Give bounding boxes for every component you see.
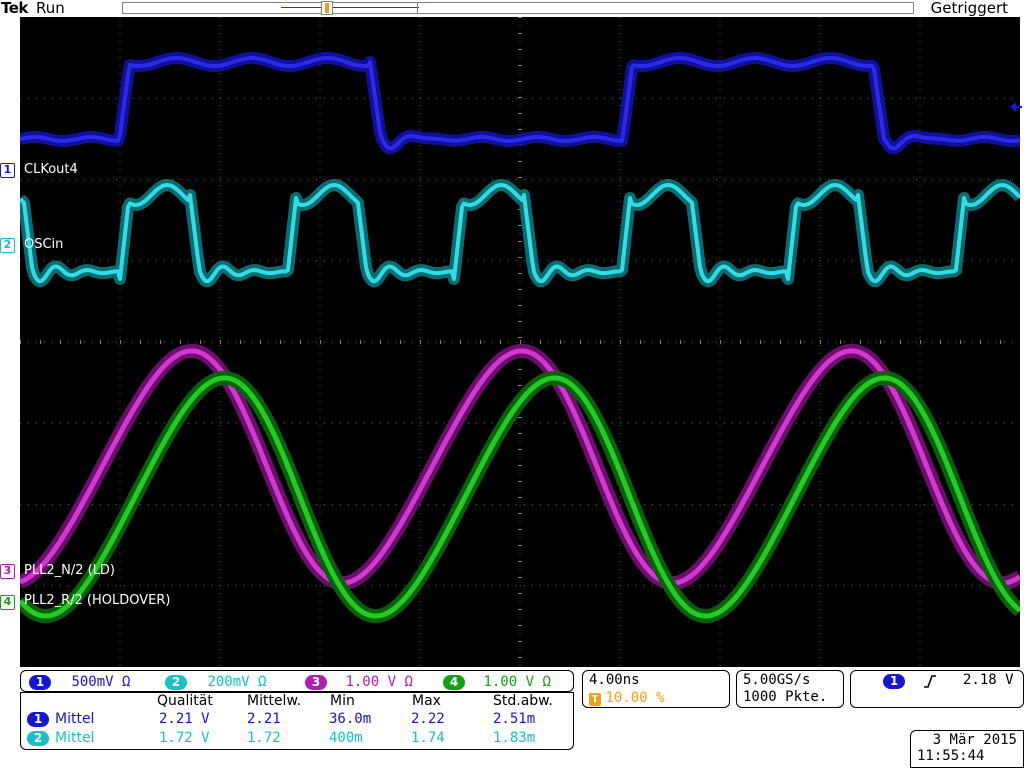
trigger-state: Getriggert	[930, 0, 1008, 17]
channel-4-marker[interactable]: 4	[0, 595, 15, 610]
trigger-level: 2.18 V	[963, 672, 1014, 688]
trigger-panel[interactable]: 1 2.18 V	[850, 670, 1024, 708]
channel-4-scale[interactable]: 4 1.00 V Ω	[443, 674, 551, 690]
channel-3-label: PLL2_N/2 (LD)	[24, 563, 115, 578]
rising-edge-icon	[924, 675, 936, 688]
brand-logo: Tek	[1, 0, 28, 17]
record-position-handle[interactable]	[321, 1, 333, 15]
channel-2-scale[interactable]: 2 200mV Ω	[165, 674, 266, 690]
trigger-source: 1	[883, 674, 905, 689]
trigger-position: T 10.00 %	[589, 690, 664, 706]
channel-1-scale[interactable]: 1 500mV Ω	[29, 674, 130, 690]
channel-2-trace-core	[20, 183, 1020, 284]
datetime-panel: 3 Mär 2015 11:55:44	[910, 730, 1024, 768]
waveform-canvas	[20, 17, 1020, 666]
trigger-level-marker[interactable]	[1010, 100, 1022, 112]
channel-4-label: PLL2_R/2 (HOLDOVER)	[24, 593, 171, 608]
measurement-panel[interactable]: Qualität Mittelw. Min Max Std.abw. 1 Mit…	[20, 692, 574, 750]
measurement-row-2[interactable]: 2 Mittel 1.72 V 1.72 400m 1.74 1.83m	[27, 730, 567, 748]
waveform-display[interactable]	[20, 17, 1020, 667]
channel-scale-panel[interactable]: 1 500mV Ω 2 200mV Ω 3 1.00 V Ω 4 1.00 V …	[20, 670, 574, 692]
acquisition-panel[interactable]: 5.00GS/s 1000 Pkte.	[736, 670, 844, 708]
meas-header-quality: Qualität	[157, 693, 213, 709]
run-state[interactable]: Run	[36, 0, 65, 17]
record-view-bar[interactable]	[122, 1, 914, 15]
meas-header-min: Min	[330, 693, 355, 709]
meas-header-stddev: Std.abw.	[493, 693, 553, 709]
channel-1-label: CLKout4	[24, 162, 78, 177]
horizontal-scale: 4.00ns	[589, 672, 640, 688]
channel-2-label: OSCin	[24, 237, 64, 252]
channel-3-scale[interactable]: 3 1.00 V Ω	[305, 674, 413, 690]
record-length: 1000 Pkte.	[743, 689, 828, 705]
channel-3-trace-core	[20, 348, 1020, 586]
channel-4-trace-core	[20, 375, 1020, 619]
trigger-t-icon: T	[589, 693, 601, 706]
channel-1-marker[interactable]: 1	[0, 163, 15, 178]
status-bar: Tek Run Getriggert	[0, 0, 1024, 17]
meas-header-mean: Mittelw.	[247, 693, 302, 709]
meas-header-max: Max	[412, 693, 441, 709]
record-window	[281, 7, 419, 8]
channel-3-marker[interactable]: 3	[0, 564, 15, 579]
channel-2-marker[interactable]: 2	[0, 238, 15, 253]
measurement-row-1[interactable]: 1 Mittel 2.21 V 2.21 36.0m 2.22 2.51m	[27, 711, 567, 729]
date: 3 Mär 2015	[932, 732, 1017, 748]
sample-rate: 5.00GS/s	[743, 672, 811, 688]
time: 11:55:44	[917, 748, 985, 764]
timebase-panel[interactable]: 4.00ns T 10.00 %	[582, 670, 730, 708]
channel-1-trace	[20, 52, 1020, 155]
channel-1-trace-core	[20, 56, 1020, 151]
